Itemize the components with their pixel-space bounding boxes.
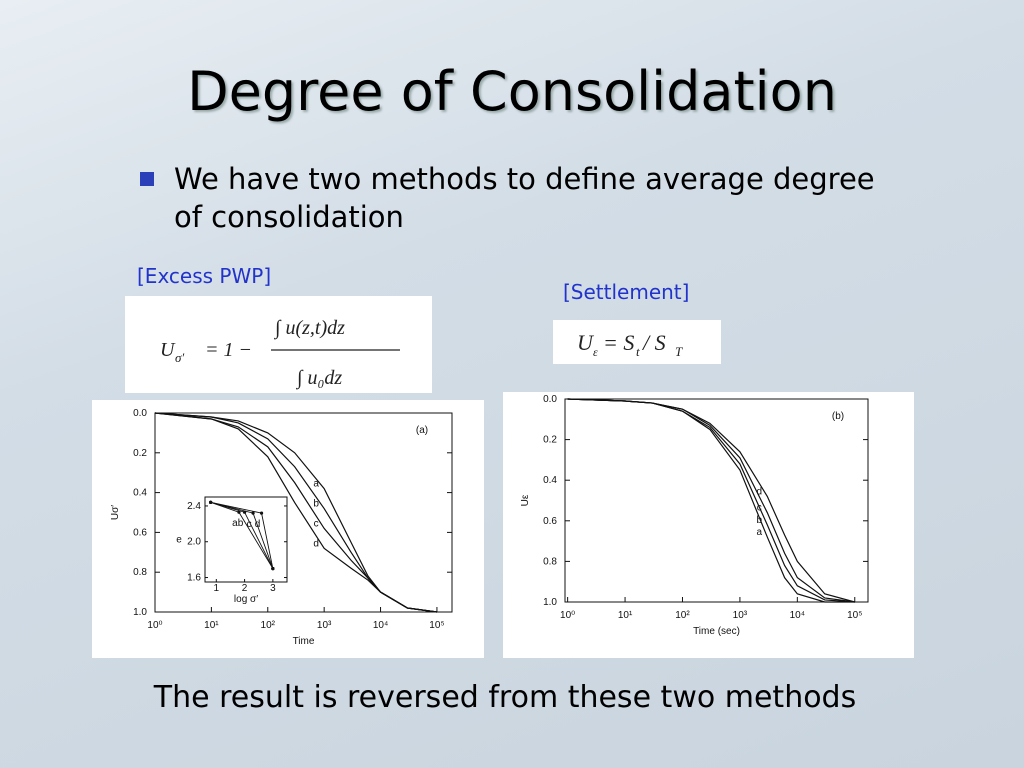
x-tick-label: 10¹ [618, 610, 633, 621]
x-tick-label: 10⁵ [847, 610, 862, 621]
series-label: a [313, 479, 319, 490]
series-label: d [757, 486, 763, 497]
formula-text: U [577, 330, 595, 355]
series-label: c [247, 519, 252, 530]
y-tick-label: 0.8 [543, 556, 557, 567]
x-tick-label: 10⁵ [429, 620, 444, 631]
formula-text: t [636, 344, 640, 359]
series-label: a [232, 518, 238, 529]
series-line [567, 398, 855, 603]
label: [Excess PWP] [137, 264, 272, 288]
x-tick-label: 1 [214, 583, 220, 594]
series-label: b [313, 499, 319, 510]
bullet: We have two methods to define average de… [140, 160, 910, 236]
formula-text: T [675, 344, 683, 359]
formula-text: σ′ [175, 350, 184, 365]
y-tick-label: 1.6 [187, 573, 201, 584]
x-tick-label: 10⁰ [147, 620, 162, 631]
panel-label: (a) [416, 425, 428, 436]
inset-line [210, 501, 274, 569]
y-tick-label: 0.8 [133, 567, 147, 578]
formula-text: ∫ u₀dz [295, 367, 342, 390]
x-tick-label: 3 [270, 583, 276, 594]
x-tick-label: 10¹ [204, 620, 219, 631]
inset-point [259, 511, 264, 515]
formula-text: = S [603, 330, 634, 355]
slide-title: Degree of Consolidation [187, 60, 837, 123]
plot-frame [564, 398, 869, 603]
inset-line [210, 501, 274, 569]
formula-text: ε [593, 345, 598, 359]
x-axis-label: log σ′ [234, 594, 258, 605]
inset-line [210, 501, 274, 569]
x-tick-label: 10³ [317, 620, 332, 631]
x-tick-label: 10⁴ [790, 610, 805, 621]
x-tick-label: 10⁰ [560, 610, 575, 621]
bullet-text: We have two methods to define average de… [174, 162, 875, 234]
y-axis-label: e [176, 535, 182, 546]
y-tick-label: 1.0 [133, 607, 147, 618]
series-line [567, 398, 855, 603]
y-tick-label: 0.4 [133, 488, 147, 499]
caption: The result is reversed from these two me… [153, 680, 857, 715]
series-label: d [255, 519, 261, 530]
figure: 10⁰ 10¹ 10² 10³ 10⁴ 10⁵ 0.0 0.2 0.4 0.6 0.8 1.0 Time… [92, 400, 484, 658]
y-tick-label: 0.6 [133, 527, 147, 538]
formula-text: U [160, 339, 176, 361]
y-tick-label: 0.2 [543, 435, 557, 446]
x-tick-label: 10⁴ [373, 620, 388, 631]
x-tick-label: 10³ [733, 610, 748, 621]
panel-label: (b) [832, 411, 844, 422]
y-tick-label: 1.0 [543, 597, 557, 608]
plot-frame [204, 496, 288, 583]
label: [Settlement] [563, 280, 690, 304]
formula-text: = 1 − [205, 339, 252, 361]
formula: U ε = S t / S T [553, 320, 721, 364]
inset-point [251, 511, 255, 515]
inset-point [209, 500, 213, 504]
y-tick-label: 0.0 [543, 394, 557, 405]
formula-text: ∫ u(z,t)dz [273, 317, 345, 340]
bullet-mark [140, 172, 154, 186]
formula-text: / S [641, 330, 666, 355]
series-label: c [314, 518, 319, 529]
y-axis-label: Uε [520, 494, 531, 506]
x-tick-label: 10² [261, 620, 276, 631]
y-tick-label: 0.6 [543, 516, 557, 527]
inset-line [210, 501, 274, 569]
series-label: b [757, 515, 763, 526]
series-label: d [313, 538, 319, 549]
series-label: c [757, 503, 762, 514]
plot-frame [154, 412, 453, 613]
y-tick-label: 0.2 [133, 448, 147, 459]
y-axis-label: Uσ′ [110, 505, 121, 520]
inset-point [237, 510, 241, 514]
y-tick-label: 0.4 [543, 475, 557, 486]
series-label: a [757, 527, 763, 538]
x-tick-label: 2 [242, 583, 248, 594]
x-axis-label: Time [293, 636, 315, 647]
y-tick-label: 0.0 [133, 408, 147, 419]
series-label: b [238, 518, 244, 529]
formula: U σ′ = 1 − ∫ u(z,t)dz ∫ u₀dz [125, 296, 432, 393]
y-tick-label: 2.0 [187, 537, 201, 548]
series-line [154, 412, 438, 613]
figure: 10⁰ 10¹ 10² 10³ 10⁴ 10⁵ 0.0 0.2 0.4 0.6 0.8 1.0 Time… [503, 392, 914, 658]
x-tick-label: 10² [675, 610, 690, 621]
x-axis-label: Time (sec) [693, 626, 740, 637]
y-tick-label: 2.4 [187, 501, 201, 512]
inset-point [271, 566, 275, 571]
